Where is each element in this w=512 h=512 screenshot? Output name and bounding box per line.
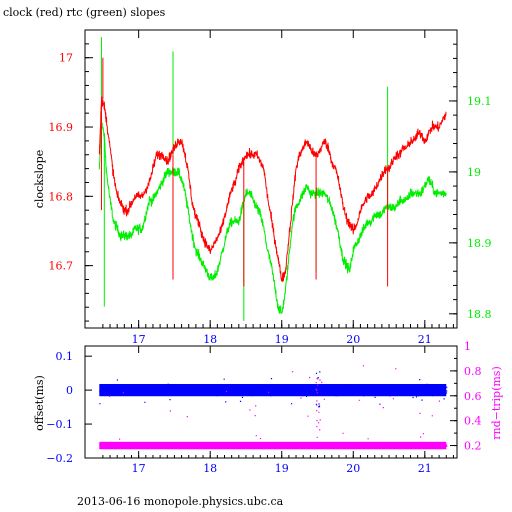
clock-series xyxy=(98,96,447,282)
rndtrip-y-axis-label: rnd−trip(ms) xyxy=(490,366,503,440)
offset-plot: 17 18 19 20 21 −0.2 −0.1 0 0.1 0.2 0.4 0.6 0.8 1 offs… xyxy=(33,340,503,475)
rndtrip-points xyxy=(99,365,448,450)
slope-plot-series xyxy=(98,37,447,321)
y-tick-label: 16.8 xyxy=(49,190,74,203)
x-tick-label: 21 xyxy=(418,462,432,475)
x-tick-label: 17 xyxy=(132,462,146,475)
y2-tick-label: 18.9 xyxy=(467,237,492,250)
rtc-series xyxy=(98,122,447,314)
y-tick-label: 16.9 xyxy=(49,121,74,134)
x-tick-label: 19 xyxy=(275,333,289,346)
offset-points xyxy=(99,371,448,408)
y2-tick-label: 1 xyxy=(464,340,471,353)
y-tick-label: −0.2 xyxy=(46,452,73,465)
slope-plot-frame xyxy=(84,29,458,329)
slope-plot: 17 18 19 20 21 16.7 16.8 16.9 17 18.8 18.9 19 19.1 c… xyxy=(33,29,492,346)
x-tick-label: 21 xyxy=(418,333,432,346)
x-tick-label: 18 xyxy=(203,333,217,346)
y2-tick-label: 19.1 xyxy=(467,95,492,108)
y2-tick-label: 0.6 xyxy=(464,390,482,403)
y-tick-label: 16.7 xyxy=(49,260,74,273)
y2-tick-label: 0.2 xyxy=(464,440,482,453)
y2-tick-label: 0.4 xyxy=(464,415,482,428)
y-tick-label: −0.1 xyxy=(46,418,73,431)
offset-plot-axes: 17 18 19 20 21 −0.2 −0.1 0 0.1 0.2 0.4 0.6 0.8 1 xyxy=(46,340,481,475)
x-tick-label: 20 xyxy=(346,333,360,346)
x-tick-label: 17 xyxy=(132,333,146,346)
y2-tick-label: 19 xyxy=(467,166,481,179)
y-tick-label: 17 xyxy=(59,52,73,65)
y-tick-label: 0 xyxy=(66,384,73,397)
offset-plot-frame xyxy=(84,345,458,459)
slope-plot-axes: 17 18 19 20 21 16.7 16.8 16.9 17 18.8 18.9 19 19.1 xyxy=(49,29,492,346)
x-tick-label: 18 xyxy=(203,462,217,475)
offset-y-axis-label: offset(ms) xyxy=(33,375,46,431)
y2-tick-label: 18.8 xyxy=(467,308,492,321)
y2-tick-label: 0.8 xyxy=(464,365,482,378)
x-tick-label: 19 xyxy=(275,462,289,475)
offset-plot-series xyxy=(99,365,448,450)
chart-title: clock (red) rtc (green) slopes xyxy=(3,6,166,19)
rndtrip-band xyxy=(99,441,447,450)
footer-caption: 2013-06-16 monopole.physics.ubc.ca xyxy=(77,495,284,508)
x-tick-label: 20 xyxy=(346,462,360,475)
y-tick-label: 0.1 xyxy=(56,350,74,363)
slope-y-axis-label: clockslope xyxy=(33,150,46,208)
